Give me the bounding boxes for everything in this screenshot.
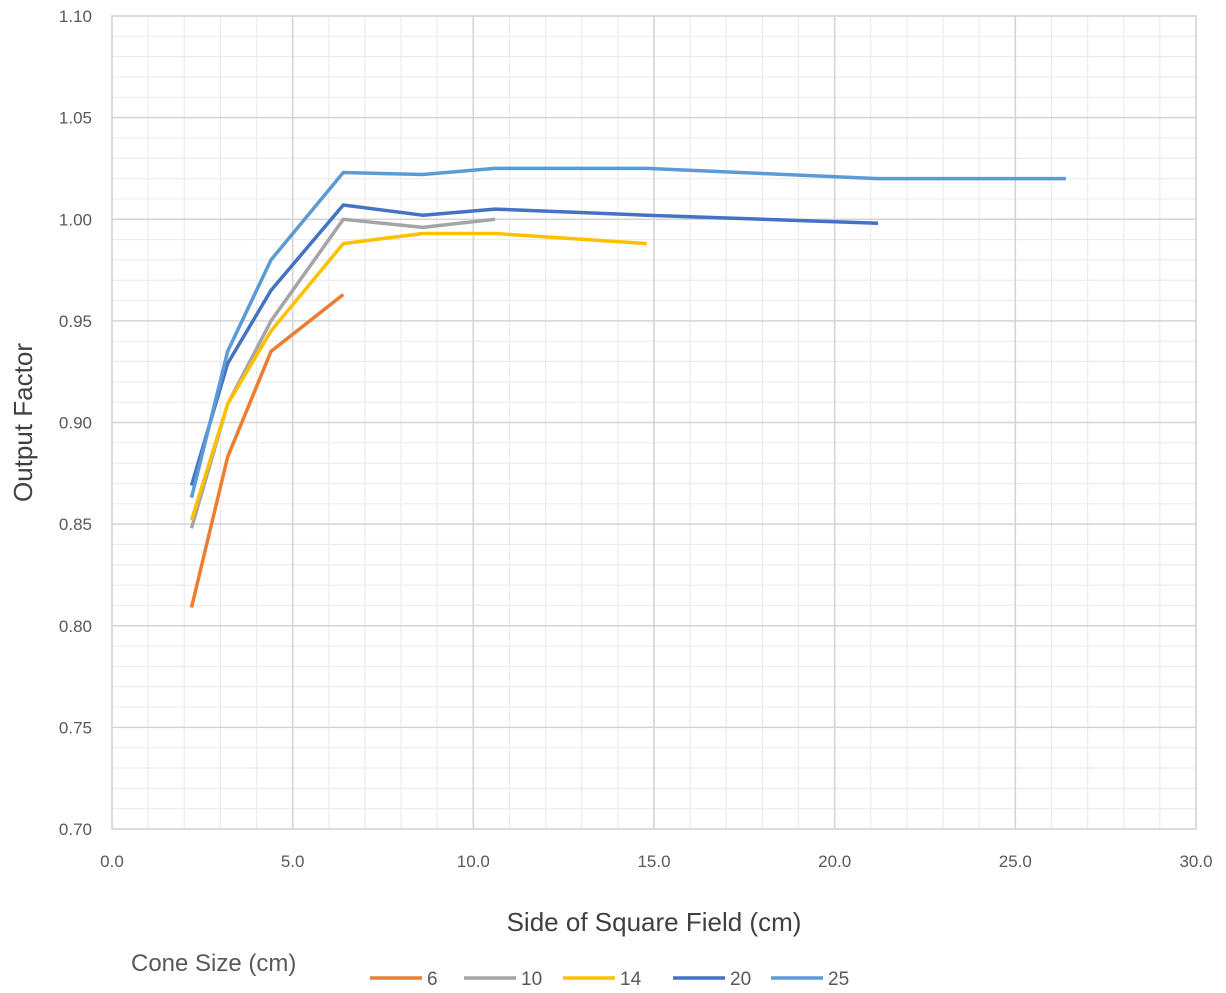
x-tick-label: 25.0 bbox=[999, 852, 1032, 871]
legend-label-20: 20 bbox=[730, 969, 751, 990]
legend-label-14: 14 bbox=[620, 969, 642, 990]
legend-title: Cone Size (cm) bbox=[131, 950, 296, 977]
series-line-6 bbox=[189, 293, 345, 608]
legend-label-25: 25 bbox=[828, 969, 849, 990]
series-line-10 bbox=[189, 217, 496, 529]
x-tick-label: 0.0 bbox=[100, 852, 124, 871]
legend-label-10: 10 bbox=[521, 969, 542, 990]
y-tick-label: 0.75 bbox=[59, 718, 92, 737]
y-axis-tick-labels: 0.70 0.75 0.80 0.85 0.90 0.95 1.00 1.05 1.10 bbox=[59, 7, 92, 839]
series-line-25 bbox=[189, 166, 1066, 499]
x-axis-tick-labels: 0.0 5.0 10.0 15.0 20.0 25.0 30.0 bbox=[100, 852, 1212, 871]
series-line-14 bbox=[189, 231, 647, 521]
x-tick-label: 5.0 bbox=[281, 852, 305, 871]
major-gridlines bbox=[112, 16, 1196, 829]
legend-label-6: 6 bbox=[427, 969, 438, 990]
series-line-20 bbox=[189, 203, 879, 486]
x-tick-label: 10.0 bbox=[457, 852, 490, 871]
y-tick-label: 1.00 bbox=[59, 210, 92, 229]
y-tick-label: 0.70 bbox=[59, 820, 92, 839]
y-tick-label: 0.90 bbox=[59, 414, 92, 433]
legend: Cone Size (cm) 6 10 14 20 25 bbox=[131, 950, 849, 990]
y-axis-title: Output Factor bbox=[8, 343, 38, 502]
x-axis-title: Side of Square Field (cm) bbox=[507, 907, 802, 937]
y-tick-label: 0.95 bbox=[59, 312, 92, 331]
series-lines bbox=[189, 166, 1066, 608]
plot-border-rect bbox=[111, 15, 1197, 830]
x-tick-label: 15.0 bbox=[637, 852, 670, 871]
y-tick-label: 0.85 bbox=[59, 515, 92, 534]
plot-area-border bbox=[111, 15, 1197, 830]
x-tick-label: 20.0 bbox=[818, 852, 851, 871]
x-tick-label: 30.0 bbox=[1179, 852, 1212, 871]
y-tick-label: 1.10 bbox=[59, 7, 92, 26]
y-tick-label: 1.05 bbox=[59, 109, 92, 128]
legend-items: 6 10 14 20 25 bbox=[370, 969, 849, 990]
y-tick-label: 0.80 bbox=[59, 617, 92, 636]
